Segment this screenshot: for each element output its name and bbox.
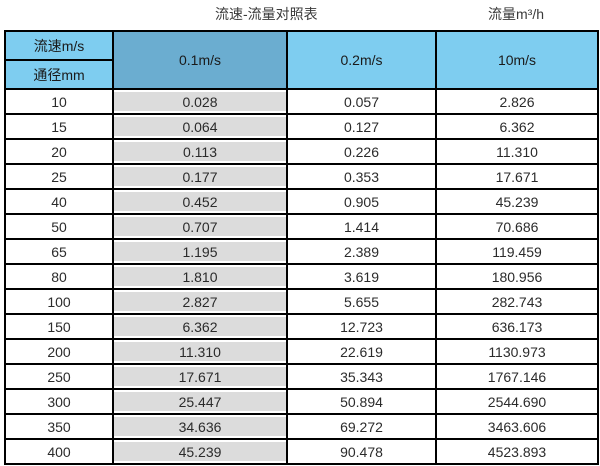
table-row: 65 1.195 2.389 119.459 — [4, 238, 599, 265]
flow-value-cell: 11.310 — [435, 138, 599, 165]
table-row: 250 17.671 35.343 1767.146 — [4, 363, 599, 390]
header-row-top: 流速m/s 0.1m/s 0.2m/s 10m/s — [4, 30, 599, 90]
flow-value-cell: 1130.973 — [435, 338, 599, 365]
flow-value-cell: 180.956 — [435, 263, 599, 290]
diameter-cell: 50 — [4, 213, 114, 240]
flow-value-cell: 17.671 — [112, 363, 288, 390]
flow-value-cell: 282.743 — [435, 288, 599, 315]
header-row-bottom: 通径mm — [4, 59, 598, 90]
flow-unit-label: 流量m³/h — [488, 6, 544, 22]
table-row: 40 0.452 0.905 45.239 — [4, 188, 599, 215]
flow-value-cell: 5.655 — [286, 288, 437, 315]
flow-value-cell: 0.057 — [286, 88, 437, 115]
flow-value-cell: 6.362 — [112, 313, 288, 340]
diameter-cell: 350 — [4, 413, 114, 440]
flow-value-cell: 2.389 — [286, 238, 437, 265]
flow-value-cell: 12.723 — [286, 313, 437, 340]
diameter-cell: 100 — [4, 288, 114, 315]
flow-value-cell: 2544.690 — [435, 388, 599, 415]
table-row: 200 11.310 22.619 1130.973 — [4, 338, 599, 365]
flow-value-cell: 0.353 — [286, 163, 437, 190]
flow-value-cell: 1.195 — [112, 238, 288, 265]
diameter-cell: 20 — [4, 138, 114, 165]
table-row: 350 34.636 69.272 3463.606 — [4, 413, 599, 440]
flow-value-cell: 45.239 — [435, 188, 599, 215]
diameter-cell: 400 — [4, 438, 114, 465]
col-header-0-1ms: 0.1m/s — [112, 30, 288, 90]
flow-value-cell: 636.173 — [435, 313, 599, 340]
flow-value-cell: 3.619 — [286, 263, 437, 290]
diameter-cell: 250 — [4, 363, 114, 390]
col-header-0-2ms: 0.2m/s — [286, 30, 437, 90]
flow-value-cell: 6.362 — [435, 113, 599, 140]
flow-value-cell: 50.894 — [286, 388, 437, 415]
table-row: 80 1.810 3.619 180.956 — [4, 263, 599, 290]
flow-value-cell: 34.636 — [112, 413, 288, 440]
flow-value-cell: 17.671 — [435, 163, 599, 190]
diameter-cell: 40 — [4, 188, 114, 215]
velocity-corner-header: 流速m/s — [4, 30, 114, 61]
diameter-cell: 300 — [4, 388, 114, 415]
flow-value-cell: 45.239 — [112, 438, 288, 465]
flow-rate-table: 流速m/s 0.1m/s 0.2m/s 10m/s 通径mm 10 0.028 0.… — [4, 30, 599, 465]
table-row: 20 0.113 0.226 11.310 — [4, 138, 599, 165]
diameter-cell: 10 — [4, 88, 114, 115]
table-row: 15 0.064 0.127 6.362 — [4, 113, 599, 140]
flow-value-cell: 1.414 — [286, 213, 437, 240]
diameter-cell: 15 — [4, 113, 114, 140]
col-header-10ms: 10m/s — [435, 30, 599, 90]
flow-value-cell: 3463.606 — [435, 413, 599, 440]
table-row: 50 0.707 1.414 70.686 — [4, 213, 599, 240]
diameter-cell: 65 — [4, 238, 114, 265]
flow-value-cell: 4523.893 — [435, 438, 599, 465]
flow-value-cell: 2.826 — [435, 88, 599, 115]
flow-value-cell: 25.447 — [112, 388, 288, 415]
flow-value-cell: 22.619 — [286, 338, 437, 365]
flow-value-cell: 0.905 — [286, 188, 437, 215]
diameter-cell: 200 — [4, 338, 114, 365]
table-row: 10 0.028 0.057 2.826 — [4, 88, 599, 115]
flow-value-cell: 11.310 — [112, 338, 288, 365]
table-header: 流速m/s 0.1m/s 0.2m/s 10m/s 通径mm — [4, 30, 599, 90]
flow-value-cell: 0.226 — [286, 138, 437, 165]
table-row: 25 0.177 0.353 17.671 — [4, 163, 599, 190]
table-row: 300 25.447 50.894 2544.690 — [4, 388, 599, 415]
table-title: 流速-流量对照表 — [215, 6, 318, 22]
flow-value-cell: 119.459 — [435, 238, 599, 265]
diameter-cell: 80 — [4, 263, 114, 290]
diameter-corner-header: 通径mm — [4, 59, 114, 90]
diameter-cell: 25 — [4, 163, 114, 190]
flow-value-cell: 1.810 — [112, 263, 288, 290]
flow-value-cell: 0.028 — [112, 88, 288, 115]
diameter-cell: 150 — [4, 313, 114, 340]
flow-value-cell: 0.113 — [112, 138, 288, 165]
flow-value-cell: 0.452 — [112, 188, 288, 215]
flow-value-cell: 1767.146 — [435, 363, 599, 390]
flow-value-cell: 2.827 — [112, 288, 288, 315]
flow-value-cell: 0.127 — [286, 113, 437, 140]
table-row: 400 45.239 90.478 4523.893 — [4, 438, 599, 465]
flow-value-cell: 35.343 — [286, 363, 437, 390]
flow-value-cell: 90.478 — [286, 438, 437, 465]
flow-value-cell: 0.707 — [112, 213, 288, 240]
table-body: 10 0.028 0.057 2.826 15 0.064 0.127 6.362 20 0.11… — [4, 88, 599, 465]
table-row: 100 2.827 5.655 282.743 — [4, 288, 599, 315]
flow-value-cell: 0.064 — [112, 113, 288, 140]
flow-value-cell: 70.686 — [435, 213, 599, 240]
flow-value-cell: 0.177 — [112, 163, 288, 190]
flow-value-cell: 69.272 — [286, 413, 437, 440]
table-row: 150 6.362 12.723 636.173 — [4, 313, 599, 340]
